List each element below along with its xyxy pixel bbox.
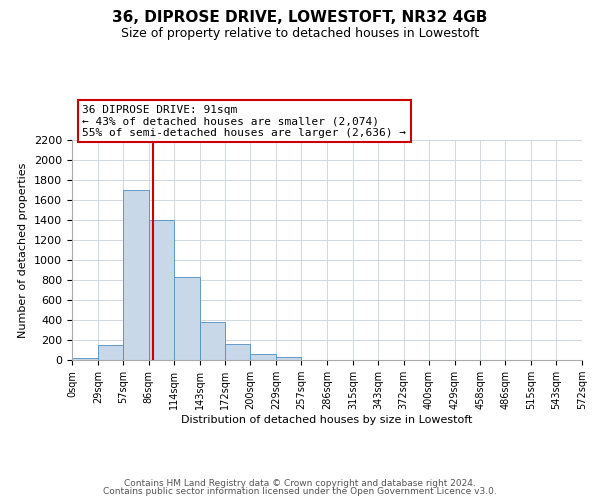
Bar bbox=[149, 220, 173, 360]
Text: Contains public sector information licensed under the Open Government Licence v3: Contains public sector information licen… bbox=[103, 488, 497, 496]
Text: Contains HM Land Registry data © Crown copyright and database right 2024.: Contains HM Land Registry data © Crown c… bbox=[124, 478, 476, 488]
Bar bbox=[250, 354, 276, 360]
Text: Size of property relative to detached houses in Lowestoft: Size of property relative to detached ho… bbox=[121, 28, 479, 40]
Bar bbox=[173, 277, 199, 360]
Bar bbox=[98, 344, 123, 360]
Text: 36, DIPROSE DRIVE, LOWESTOFT, NR32 4GB: 36, DIPROSE DRIVE, LOWESTOFT, NR32 4GB bbox=[112, 10, 488, 25]
Bar bbox=[199, 322, 226, 360]
Bar bbox=[123, 190, 149, 360]
Y-axis label: Number of detached properties: Number of detached properties bbox=[19, 162, 28, 338]
Bar bbox=[72, 358, 98, 360]
Bar bbox=[226, 344, 250, 360]
Bar bbox=[276, 357, 301, 360]
X-axis label: Distribution of detached houses by size in Lowestoft: Distribution of detached houses by size … bbox=[181, 415, 473, 425]
Text: 36 DIPROSE DRIVE: 91sqm
← 43% of detached houses are smaller (2,074)
55% of semi: 36 DIPROSE DRIVE: 91sqm ← 43% of detache… bbox=[82, 104, 406, 138]
